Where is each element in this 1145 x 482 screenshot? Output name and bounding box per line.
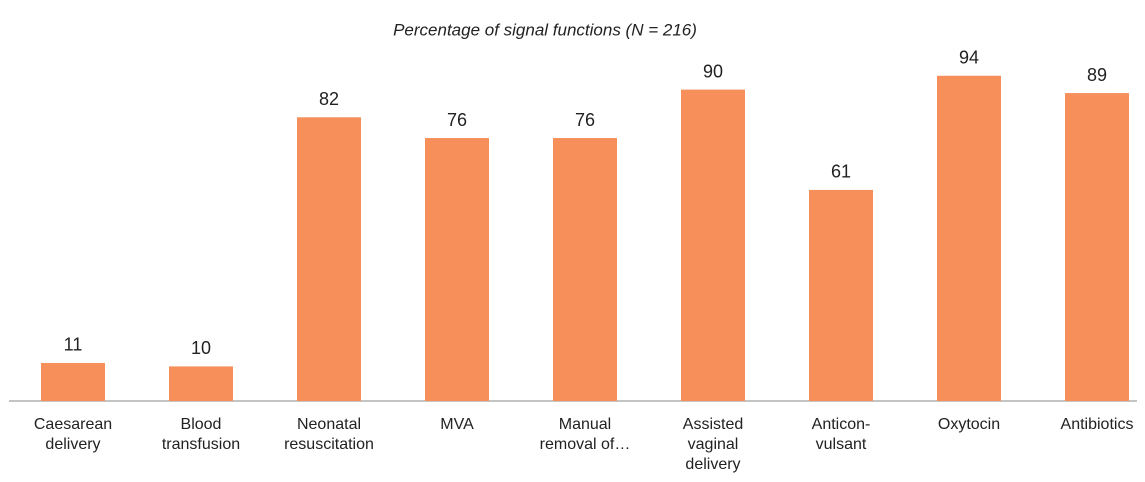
x-tick-label: Antibiotics	[1061, 416, 1134, 433]
x-tick-label: Manual removal of…	[540, 416, 631, 453]
bar	[425, 138, 489, 402]
value-label: 94	[959, 48, 979, 68]
bar	[553, 138, 617, 402]
bar	[937, 75, 1001, 401]
value-label: 11	[64, 335, 83, 355]
value-label: 89	[1087, 65, 1107, 85]
bar	[681, 89, 745, 401]
chart-title: Percentage of signal functions (N = 216)	[393, 20, 697, 39]
bar	[809, 189, 873, 401]
x-tick-label: MVA	[440, 416, 474, 433]
value-label: 76	[575, 110, 595, 130]
x-tick-label: Anticon-vulsant	[812, 416, 871, 453]
x-tick-label: Assisted vaginal delivery	[683, 416, 743, 473]
value-label: 90	[703, 61, 723, 81]
value-label: 10	[191, 338, 211, 358]
x-tick-label: Caesarean delivery	[34, 416, 112, 453]
bar	[297, 117, 361, 401]
bar	[41, 362, 105, 401]
bar	[1065, 93, 1129, 401]
value-label: 76	[447, 110, 467, 130]
x-tick-label: Neonatal resuscitation	[284, 416, 374, 453]
x-tick-label: Blood transfusion	[162, 416, 240, 453]
value-label: 82	[319, 89, 339, 109]
x-tick-label: Oxytocin	[938, 416, 1000, 433]
value-label: 61	[831, 162, 851, 182]
bar	[169, 366, 233, 401]
